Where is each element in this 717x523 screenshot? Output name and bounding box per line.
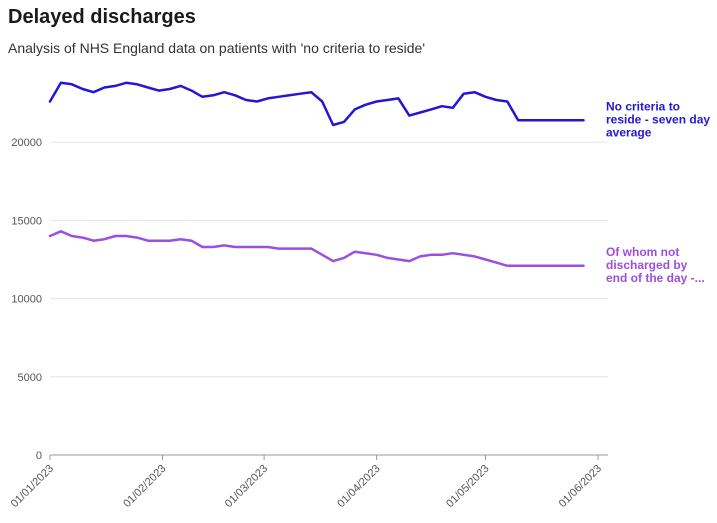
x-tick-label: 01/05/2023	[444, 463, 491, 510]
series-label-line: average	[606, 125, 652, 139]
x-tick-label: 01/06/2023	[557, 463, 604, 510]
x-tick-label: 01/01/2023	[9, 463, 56, 510]
series-label-not-discharged: Of whom not discharged by end of the day -…	[606, 245, 705, 285]
y-tick-label: 10000	[11, 294, 42, 306]
x-tick-label: 01/04/2023	[335, 463, 382, 510]
series-label-line: end of the day -...	[606, 271, 705, 285]
series-label-line: reside - seven day	[606, 112, 710, 126]
chart-title: Delayed discharges	[8, 6, 196, 28]
series-label-line: No criteria to	[606, 99, 680, 113]
chart-subtitle: Analysis of NHS England data on patients…	[8, 40, 426, 56]
x-tick-label: 01/03/2023	[223, 463, 270, 510]
series-label-line: discharged by	[606, 258, 688, 272]
x-tick-label: 01/02/2023	[121, 463, 168, 510]
series-line-not-discharged	[48, 230, 585, 268]
y-tick-label: 15000	[11, 215, 42, 227]
series-label-no-criteria: No criteria to reside - seven day average	[606, 99, 710, 139]
series-label-line: Of whom not	[606, 245, 679, 259]
y-tick-label: 20000	[11, 137, 42, 149]
y-tick-label: 5000	[18, 372, 42, 384]
series-line-no-criteria	[48, 81, 585, 127]
y-tick-label: 0	[36, 450, 42, 462]
